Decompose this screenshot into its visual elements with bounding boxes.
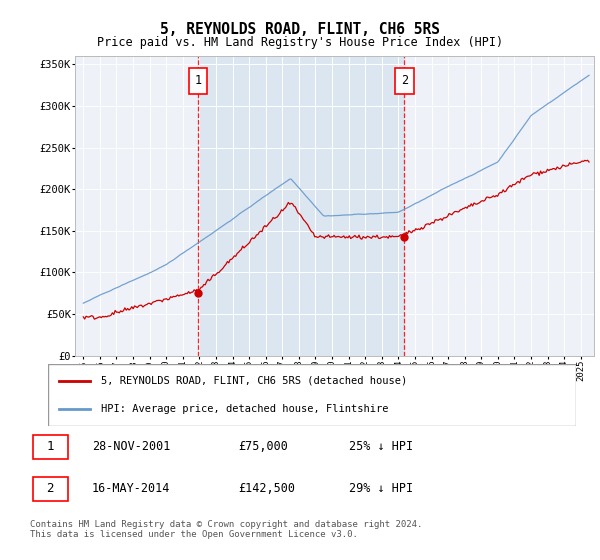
Text: 28-NOV-2001: 28-NOV-2001 [92,440,170,454]
Text: 2: 2 [47,482,54,496]
Text: 5, REYNOLDS ROAD, FLINT, CH6 5RS: 5, REYNOLDS ROAD, FLINT, CH6 5RS [160,22,440,38]
Bar [395,68,413,94]
Text: £75,000: £75,000 [238,440,288,454]
Text: Contains HM Land Registry data © Crown copyright and database right 2024.
This d: Contains HM Land Registry data © Crown c… [30,520,422,539]
Text: 1: 1 [47,440,54,454]
Text: Price paid vs. HM Land Registry's House Price Index (HPI): Price paid vs. HM Land Registry's House … [97,36,503,49]
Text: £142,500: £142,500 [238,482,295,496]
Bar [33,477,68,501]
Bar [33,435,68,459]
Text: 16-MAY-2014: 16-MAY-2014 [92,482,170,496]
Text: 1: 1 [194,74,202,87]
Text: 29% ↓ HPI: 29% ↓ HPI [349,482,413,496]
Bar [198,56,404,356]
Text: 2: 2 [401,74,408,87]
Text: 5, REYNOLDS ROAD, FLINT, CH6 5RS (detached house): 5, REYNOLDS ROAD, FLINT, CH6 5RS (detach… [101,376,407,386]
Text: HPI: Average price, detached house, Flintshire: HPI: Average price, detached house, Flin… [101,404,388,414]
Bar [189,68,207,94]
Text: 25% ↓ HPI: 25% ↓ HPI [349,440,413,454]
